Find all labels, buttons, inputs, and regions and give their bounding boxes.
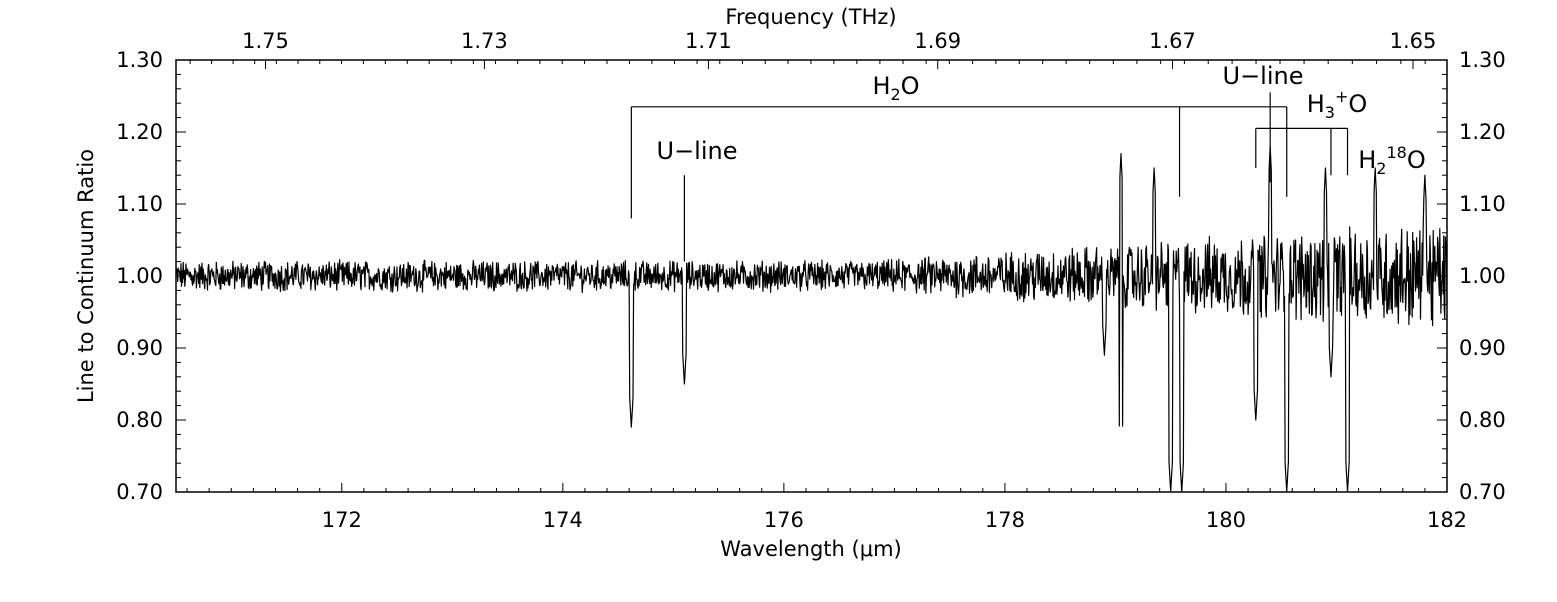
x-tick-label: 182	[1427, 508, 1467, 532]
y-tick-label-left: 1.00	[116, 264, 163, 288]
u-line-label: U−line	[1223, 62, 1304, 90]
x-tick-label: 174	[543, 508, 583, 532]
x-tick-label: 180	[1206, 508, 1246, 532]
top-tick-label: 1.75	[242, 29, 289, 53]
y-tick-label-left: 0.70	[116, 480, 163, 504]
top-tick-label: 1.67	[1149, 29, 1196, 53]
h3o-label: H3+O	[1307, 87, 1368, 122]
y-tick-label-left: 1.10	[116, 192, 163, 216]
top-tick-label: 1.71	[685, 29, 732, 53]
y-axis-title: Line to Continuum Ratio	[74, 149, 98, 403]
y-tick-label-left: 1.20	[116, 120, 163, 144]
y-tick-label-right: 1.20	[1459, 120, 1506, 144]
y-tick-label-right: 0.70	[1459, 480, 1506, 504]
h2o-label: H2O	[872, 72, 919, 104]
top-axis-title: Frequency (THz)	[725, 5, 896, 29]
y-tick-label-right: 1.00	[1459, 264, 1506, 288]
y-tick-label-right: 1.10	[1459, 192, 1506, 216]
axis-ticks: 172 174 176 178 180 182 1.75 1.73 1.71 1.69 1.67 1.…	[116, 29, 1506, 532]
spectrum-line	[175, 145, 1448, 493]
y-tick-label-right: 0.80	[1459, 408, 1506, 432]
plot-frame	[175, 59, 1448, 493]
y-tick-label-right: 1.30	[1459, 48, 1506, 72]
u-line-label: U−line	[657, 137, 738, 165]
x-tick-label: 176	[764, 508, 804, 532]
x-tick-label: 178	[985, 508, 1025, 532]
y-tick-label-left: 1.30	[116, 48, 163, 72]
top-tick-label: 1.65	[1390, 29, 1437, 53]
x-tick-label: 172	[322, 508, 362, 532]
x-axis-title: Wavelength (μm)	[720, 537, 901, 561]
y-tick-label-left: 0.90	[116, 336, 163, 360]
h2-18o-label: H218O	[1358, 143, 1425, 178]
y-tick-label-left: 0.80	[116, 408, 163, 432]
top-tick-label: 1.73	[461, 29, 508, 53]
top-tick-label: 1.69	[914, 29, 961, 53]
spectrum-layer	[175, 145, 1448, 493]
y-tick-label-right: 0.90	[1459, 336, 1506, 360]
